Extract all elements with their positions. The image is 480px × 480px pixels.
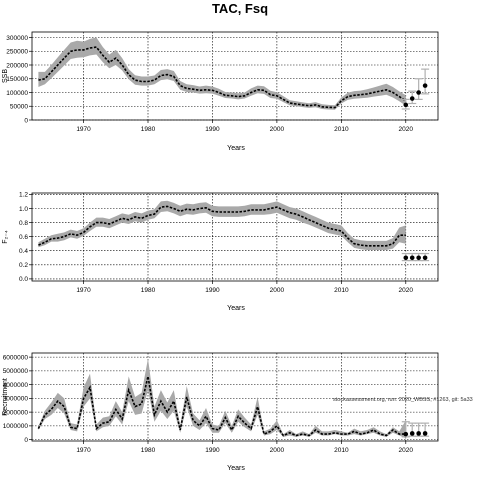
plot-frame [31, 192, 439, 282]
page-title: TAC, Fsq [211, 1, 269, 16]
confidence-band [38, 358, 406, 439]
chart-panel-1: 1970 1980 1990 2000 2010 2020 0 50000 100000 1500… [2, 31, 439, 152]
plot-frame [31, 31, 439, 121]
forecast-point [416, 90, 421, 95]
x-tick-label: 1970 [76, 126, 91, 133]
forecast-point [422, 83, 428, 88]
forecast-point [409, 431, 415, 436]
plot-frame [31, 352, 439, 442]
x-tick-label: 2020 [399, 447, 414, 454]
y-axis-label: Recruitment [2, 378, 9, 416]
forecast-point [409, 255, 415, 261]
y-tick-label: 0.2 [19, 262, 28, 269]
x-tick-label: 1970 [76, 287, 91, 294]
x-tick-label: 1990 [205, 126, 220, 133]
x-tick-label: 2010 [334, 287, 349, 294]
y-tick-label: 0 [24, 117, 28, 124]
y-tick-label: 200000 [6, 62, 28, 69]
x-tick-label: 1980 [141, 287, 156, 294]
y-tick-label: 6000000 [3, 354, 29, 361]
y-tick-label: 0.6 [19, 234, 28, 241]
y-tick-label: 1.0 [19, 206, 28, 213]
y-tick-label: 0 [24, 437, 28, 444]
x-tick-label: 1980 [141, 447, 156, 454]
x-tick-label: 1990 [205, 447, 220, 454]
y-tick-label: 100000 [6, 90, 28, 97]
x-axis-label: Years [227, 145, 245, 152]
x-axis-label: Years [227, 465, 245, 472]
x-tick-label: 2000 [270, 287, 285, 294]
y-tick-label: 2000000 [3, 409, 29, 416]
x-tick-label: 1970 [76, 447, 91, 454]
x-tick-label: 2010 [334, 126, 349, 133]
confidence-band [38, 37, 406, 110]
y-tick-label: 1000000 [3, 423, 29, 430]
y-tick-label: 0.4 [19, 248, 28, 255]
forecast-point [403, 255, 409, 261]
chart-panel-3: 1970 1980 1990 2000 2010 2020 0 1000000 2000000 3… [2, 352, 439, 472]
y-tick-label: 0.0 [19, 276, 28, 283]
forecast-point [409, 96, 415, 101]
y-tick-label: 250000 [6, 49, 28, 56]
y-axis-label: SSB [2, 69, 9, 83]
y-tick-label: 50000 [10, 104, 28, 111]
x-tick-label: 2000 [270, 126, 285, 133]
x-tick-label: 1980 [141, 126, 156, 133]
y-tick-label: 1.2 [19, 192, 28, 199]
x-tick-label: 1990 [205, 287, 220, 294]
x-axis-label: Years [227, 305, 245, 312]
forecast-point [422, 431, 428, 436]
run-note: stockassessment.org, run: 2020_WBSS, #12… [333, 397, 473, 403]
estimate-line [37, 376, 406, 437]
x-tick-label: 2000 [270, 447, 285, 454]
y-tick-label: 4000000 [3, 382, 29, 389]
y-tick-label: 150000 [6, 76, 28, 83]
chart-panel-2: 1970 1980 1990 2000 2010 2020 0.0 0.2 0.4 0.6 0.8 1… [2, 192, 439, 312]
y-tick-label: 0.8 [19, 220, 28, 227]
y-axis-label: F₂₋₄ [2, 230, 9, 244]
y-tick-label: 3000000 [3, 396, 29, 403]
x-tick-label: 2010 [334, 447, 349, 454]
forecast-point [416, 431, 421, 436]
x-tick-label: 2020 [399, 126, 414, 133]
forecast-point [422, 255, 428, 261]
x-tick-label: 2020 [399, 287, 414, 294]
y-tick-label: 5000000 [3, 368, 29, 375]
y-tick-label: 300000 [6, 35, 28, 42]
forecast-point [403, 431, 409, 437]
forecast-point [416, 255, 421, 261]
forecast-point [403, 102, 409, 108]
